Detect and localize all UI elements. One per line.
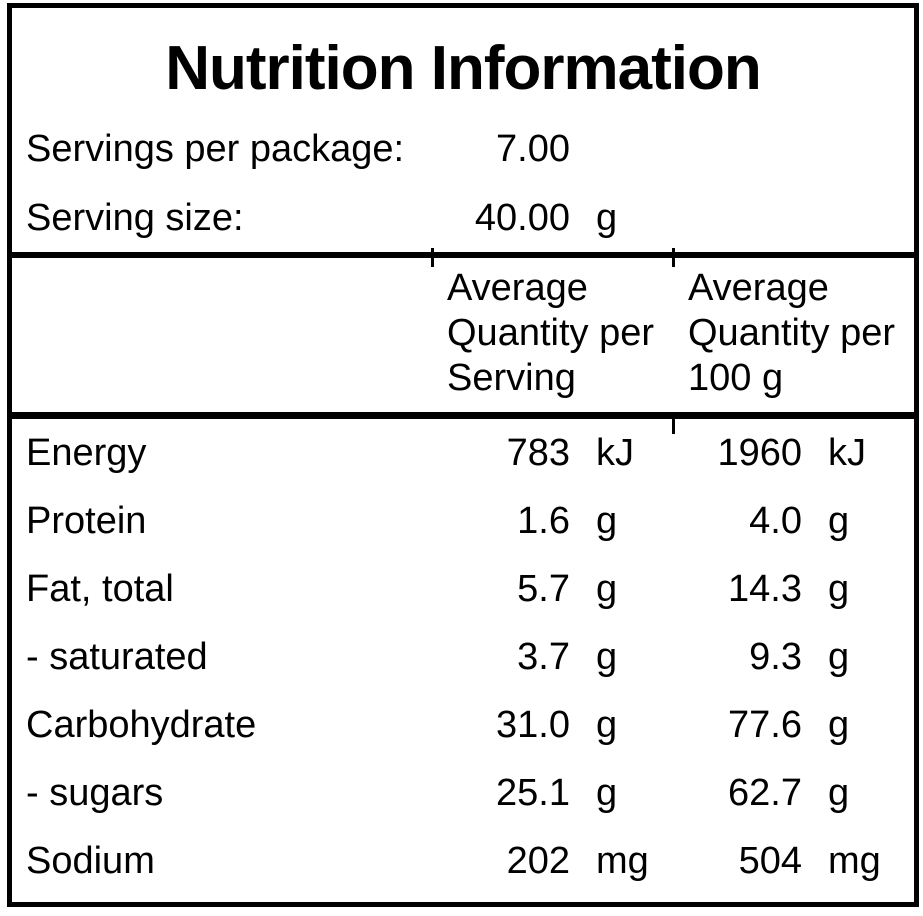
nutrient-row-saturated: - saturated 3.7 g 9.3 g <box>12 623 914 691</box>
column-header-spacer <box>12 266 447 412</box>
value-per-100g: 14.3 <box>728 567 802 610</box>
nutrient-row-carbohydrate: Carbohydrate 31.0 g 77.6 g <box>12 691 914 759</box>
nutrient-row-protein: Protein 1.6 g 4.0 g <box>12 487 914 555</box>
value-per-serving: 783 <box>506 431 570 474</box>
column-divider-tick <box>672 248 675 267</box>
value-per-serving: 3.7 <box>517 635 570 678</box>
unit-per-100g: kJ <box>828 431 866 474</box>
column-divider-tick <box>672 414 675 434</box>
panel-title: Nutrition Information <box>165 34 761 103</box>
nutrient-label: Protein <box>26 499 147 542</box>
unit-per-serving: g <box>596 635 618 678</box>
column-divider-tick <box>431 248 434 267</box>
value-per-serving: 25.1 <box>496 771 570 814</box>
unit-per-100g: g <box>828 635 850 678</box>
unit-per-serving: g <box>596 771 618 814</box>
unit-per-serving: g <box>596 703 618 746</box>
table-column-headers: Average Quantity per Serving Average Qua… <box>12 258 914 419</box>
value-per-serving: 202 <box>506 839 570 882</box>
nutrient-row-sugars: - sugars 25.1 g 62.7 g <box>12 759 914 827</box>
nutrient-label: Fat, total <box>26 567 174 610</box>
serving-size-label: Serving size: <box>26 197 244 239</box>
value-per-100g: 77.6 <box>728 703 802 746</box>
value-per-100g: 504 <box>738 839 802 882</box>
column-header-per-serving: Average Quantity per Serving <box>447 267 654 399</box>
unit-per-serving: g <box>596 499 618 542</box>
value-per-serving: 1.6 <box>517 499 570 542</box>
nutrient-label: Sodium <box>26 839 155 882</box>
panel-header-section: Nutrition Information Servings per packa… <box>12 8 914 258</box>
serving-size-row: Serving size: 40.00 g <box>12 194 914 242</box>
value-per-100g: 62.7 <box>728 771 802 814</box>
serving-size-unit: g <box>596 197 618 239</box>
nutrient-label: Energy <box>26 431 147 474</box>
servings-per-package-value: 7.00 <box>496 128 570 170</box>
unit-per-100g: mg <box>828 839 881 882</box>
value-per-100g: 1960 <box>717 431 802 474</box>
servings-per-package-row: Servings per package: 7.00 <box>12 125 914 173</box>
nutrient-label: Carbohydrate <box>26 703 257 746</box>
unit-per-100g: g <box>828 567 850 610</box>
unit-per-100g: g <box>828 499 850 542</box>
value-per-100g: 9.3 <box>749 635 802 678</box>
nutrient-table-body: Energy 783 kJ 1960 kJ Protein 1.6 g 4.0 … <box>12 419 914 895</box>
nutrient-row-energy: Energy 783 kJ 1960 kJ <box>12 419 914 487</box>
column-header-per-100g: Average Quantity per 100 g <box>688 267 895 399</box>
nutrient-row-sodium: Sodium 202 mg 504 mg <box>12 827 914 895</box>
serving-size-value: 40.00 <box>474 197 570 239</box>
unit-per-100g: g <box>828 703 850 746</box>
nutrient-label: - sugars <box>26 771 164 814</box>
unit-per-100g: g <box>828 771 850 814</box>
value-per-100g: 4.0 <box>749 499 802 542</box>
unit-per-serving: g <box>596 567 618 610</box>
nutrient-row-fat-total: Fat, total 5.7 g 14.3 g <box>12 555 914 623</box>
unit-per-serving: mg <box>596 839 649 882</box>
servings-per-package-label: Servings per package: <box>26 128 405 170</box>
value-per-serving: 5.7 <box>517 567 570 610</box>
unit-per-serving: kJ <box>596 431 634 474</box>
value-per-serving: 31.0 <box>496 703 570 746</box>
nutrition-panel: Nutrition Information Servings per packa… <box>7 3 919 907</box>
nutrient-label: - saturated <box>26 635 208 678</box>
